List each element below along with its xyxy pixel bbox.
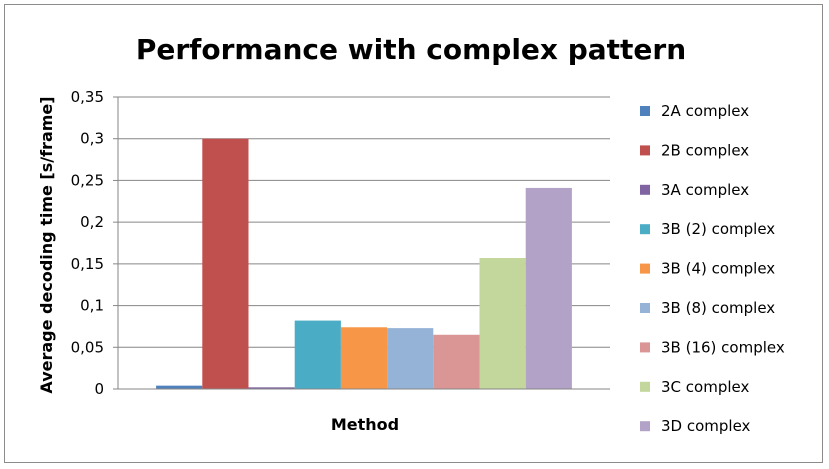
legend-swatch [640,421,650,432]
legend-label: 3A complex [661,181,749,199]
legend-label: 2A complex [661,102,749,120]
y-axis-ticks: 0 0,05 0,1 0,15 0,2 0,25 0,3 0,35 [71,88,118,398]
legend-label: 3B (4) complex [661,260,775,278]
legend-swatch [640,184,650,195]
y-axis-title: Average decoding time [s/frame] [37,96,56,393]
bar [433,334,480,389]
legend-label: 3B (8) complex [661,299,775,317]
chart-title: Performance with complex pattern [136,33,686,66]
y-tick-label: 0,15 [71,255,104,273]
bar [387,328,434,389]
legend: 2A complex 2B complex 3A complex 3B (2) com… [640,102,785,435]
bar [525,187,572,389]
bar [202,138,249,389]
legend-swatch [640,106,650,116]
legend-label: 3D complex [661,417,751,435]
y-tick-label: 0,1 [80,297,104,315]
y-tick-label: 0,2 [80,213,104,231]
legend-label: 3B (2) complex [661,220,775,238]
y-tick-label: 0 [94,380,104,398]
y-tick-label: 0,3 [80,130,104,148]
legend-swatch [640,303,650,313]
y-tick-label: 0,05 [71,338,104,356]
legend-swatch [640,145,650,156]
legend-label: 3C complex [661,378,749,396]
bar [294,320,341,389]
legend-swatch [640,263,650,274]
bar [156,385,203,389]
bar [248,387,295,389]
bars [156,138,572,389]
bar [479,258,526,389]
legend-label: 2B complex [661,141,749,159]
y-tick-label: 0,25 [71,171,104,189]
legend-swatch [640,224,650,235]
legend-swatch [640,342,650,353]
legend-swatch [640,381,650,392]
x-axis-title: Method [331,415,399,434]
legend-label: 3B (16) complex [661,338,785,356]
y-tick-label: 0,35 [71,88,104,106]
bar [340,327,388,389]
